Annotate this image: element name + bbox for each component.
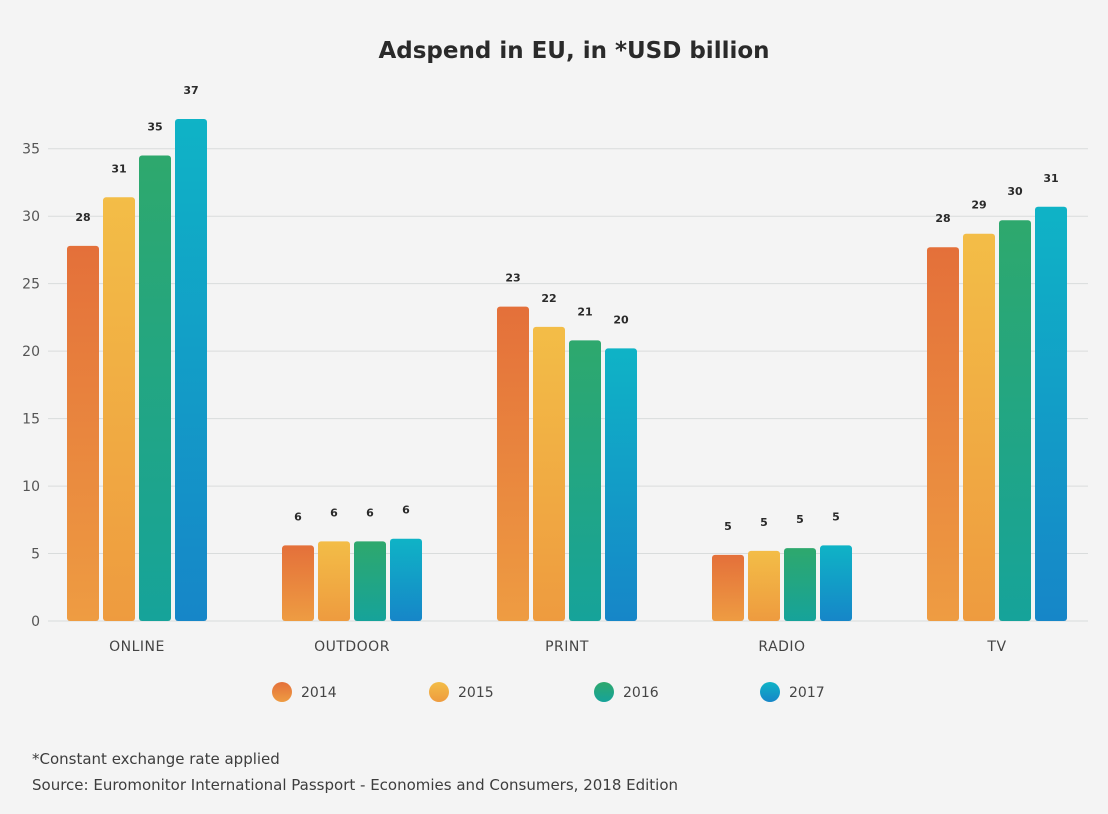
x-category-label: RADIO: [758, 639, 805, 655]
y-tick-label: 10: [22, 479, 40, 495]
data-label: 22: [541, 292, 556, 305]
x-category-label: PRINT: [545, 639, 589, 655]
gridlines: [48, 148, 1088, 622]
y-tick-label: 5: [31, 547, 40, 563]
data-label: 5: [832, 510, 840, 523]
bar-online-2015: [103, 197, 135, 621]
data-label: 28: [75, 211, 90, 224]
y-tick-label: 30: [22, 209, 40, 225]
legend-label: 2014: [301, 685, 337, 701]
x-axis-categories: ONLINE OUTDOOR PRINT RADIO TV: [109, 639, 1006, 655]
footnote: *Constant exchange rate applied: [32, 750, 280, 768]
bar-print-2015: [533, 326, 565, 621]
data-label: 6: [330, 506, 338, 519]
y-tick-label: 20: [22, 344, 40, 360]
data-labels: 28 31 35 37 6 6 6 6 23 22 21 20 5 5 5 5 28 29 30 31: [75, 84, 1058, 533]
data-label: 31: [111, 162, 126, 175]
bar-tv-2014: [927, 247, 959, 621]
data-label: 20: [613, 313, 629, 326]
data-label: 6: [402, 504, 410, 517]
bar-tv-2016: [999, 220, 1031, 622]
data-label: 35: [147, 120, 162, 133]
chart-title: Adspend in EU, in *USD billion: [378, 38, 769, 64]
bar-radio-2015: [748, 550, 780, 621]
x-category-label: TV: [986, 639, 1006, 655]
legend-swatch-2015: [429, 682, 449, 702]
data-label: 5: [796, 513, 804, 526]
bar-outdoor-2014: [282, 545, 314, 621]
legend-label: 2016: [623, 685, 659, 701]
x-category-label: OUTDOOR: [314, 639, 390, 655]
bar-radio-2014: [712, 554, 744, 621]
bars: [67, 119, 1067, 622]
source-note: Source: Euromonitor International Passpo…: [32, 776, 679, 794]
data-label: 23: [505, 272, 520, 285]
y-tick-label: 0: [31, 614, 40, 630]
data-label: 6: [366, 506, 374, 519]
bar-print-2017: [605, 348, 637, 621]
bar-tv-2015: [963, 233, 995, 621]
data-label: 31: [1043, 172, 1058, 185]
legend-label: 2015: [458, 685, 494, 701]
bar-tv-2017: [1035, 206, 1067, 621]
bar-outdoor-2015: [318, 541, 350, 621]
bar-online-2016: [139, 155, 171, 622]
data-label: 21: [577, 305, 592, 318]
bar-online-2017: [175, 119, 207, 621]
bar-outdoor-2017: [390, 538, 422, 621]
bar-print-2016: [569, 340, 601, 621]
bar-radio-2017: [820, 545, 852, 621]
data-label: 5: [724, 520, 732, 533]
bar-chart: Adspend in EU, in *USD billion 051015202…: [22, 38, 1088, 702]
y-tick-label: 35: [22, 142, 40, 158]
data-label: 5: [760, 516, 768, 529]
legend: 2014 2015 2016 2017: [272, 682, 825, 702]
data-label: 28: [935, 212, 950, 225]
y-tick-label: 15: [22, 412, 40, 428]
bar-radio-2016: [784, 548, 816, 621]
y-tick-label: 25: [22, 277, 40, 293]
legend-label: 2017: [789, 685, 825, 701]
bar-print-2014: [497, 306, 529, 621]
data-label: 37: [183, 84, 198, 97]
data-label: 29: [971, 199, 986, 212]
y-axis-ticks: 0 5 10 15 20 25 30 35: [22, 142, 40, 630]
bar-online-2014: [67, 245, 99, 622]
data-label: 30: [1007, 185, 1023, 198]
legend-swatch-2014: [272, 682, 292, 702]
legend-swatch-2017: [760, 682, 780, 702]
data-label: 6: [294, 510, 302, 523]
x-category-label: ONLINE: [109, 639, 165, 655]
legend-swatch-2016: [594, 682, 614, 702]
bar-outdoor-2016: [354, 541, 386, 621]
